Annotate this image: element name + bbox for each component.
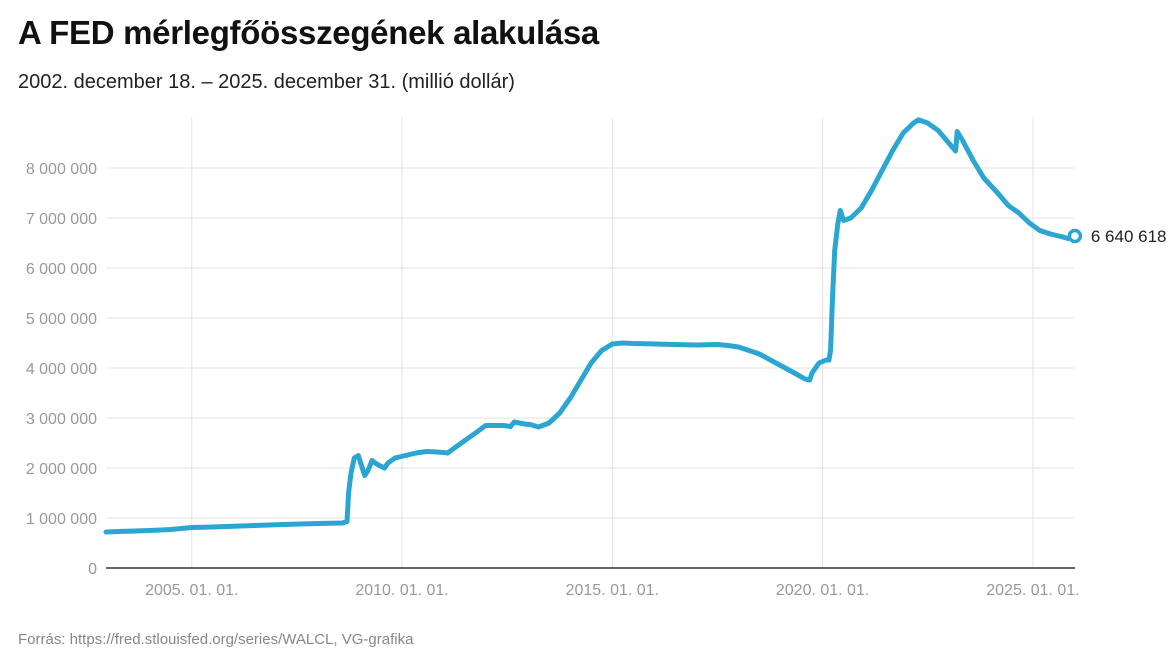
- y-axis-labels: 0 1 000 000 2 000 000 3 000 000 4 000 000 5 0…: [26, 161, 97, 578]
- vertical-gridlines: [191, 118, 1034, 568]
- y-tick-label: 3 000 000: [26, 411, 97, 428]
- y-tick-label: 7 000 000: [26, 211, 97, 228]
- y-tick-label: 4 000 000: [26, 361, 97, 378]
- x-tick-label: 2010. 01. 01.: [355, 582, 448, 599]
- x-tick-label: 2025. 01. 01.: [986, 582, 1079, 599]
- x-tick-label: 2020. 01. 01.: [776, 582, 869, 599]
- y-tick-label: 8 000 000: [26, 161, 97, 178]
- series-line: [103, 117, 1078, 535]
- horizontal-gridlines: [106, 167, 1075, 519]
- y-tick-label: 6 000 000: [26, 261, 97, 278]
- x-tick-label: 2015. 01. 01.: [566, 582, 659, 599]
- y-tick-label: 5 000 000: [26, 311, 97, 328]
- y-tick-label: 0: [88, 561, 97, 578]
- end-value-label: 6 640 618: [1091, 227, 1167, 246]
- source-note: Forrás: https://fred.stlouisfed.org/seri…: [18, 631, 414, 648]
- chart-title: A FED mérlegfőösszegének alakulása: [18, 14, 599, 51]
- end-point-marker: [1067, 228, 1083, 244]
- x-axis-labels: 2005. 01. 01. 2010. 01. 01. 2015. 01. 01. 2…: [145, 582, 1080, 599]
- x-tick-label: 2005. 01. 01.: [145, 582, 238, 599]
- y-tick-label: 2 000 000: [26, 461, 97, 478]
- y-tick-label: 1 000 000: [26, 511, 97, 528]
- chart-subtitle: 2002. december 18. – 2025. december 31. …: [18, 71, 515, 93]
